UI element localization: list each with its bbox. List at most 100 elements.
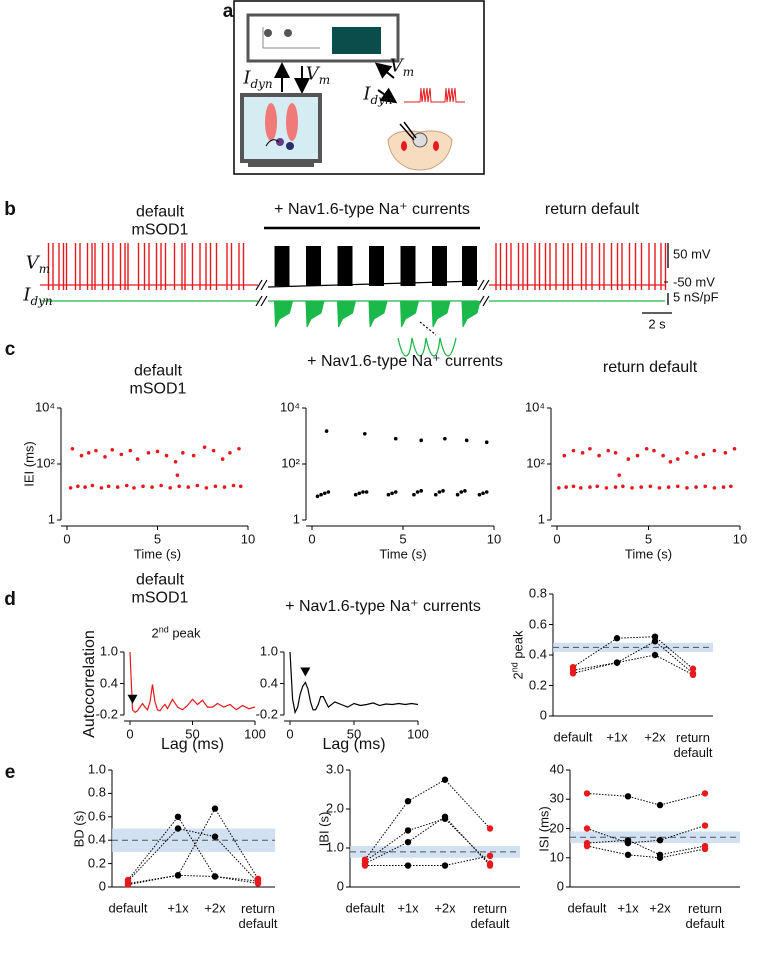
chart-title: + Nav1.6-type Na⁺ currents [307,352,503,370]
x-tick-label: +1x [397,900,419,916]
label-part: V [389,55,403,77]
x-tick-label: default [553,729,593,745]
point [580,451,585,455]
point [164,453,169,458]
point [390,491,394,496]
label-part: I [23,284,31,306]
y-tick-label: 3.0 [325,761,344,777]
x-tick-label: return default [685,901,725,931]
point [685,451,689,455]
connector [586,845,706,859]
point [626,457,631,461]
x-tick-label: 0 [553,531,561,547]
point [315,494,320,499]
y-tick-label: 0.4 [259,675,278,691]
point [238,484,243,489]
point [624,851,632,859]
point [103,455,107,459]
point [211,448,216,453]
point [441,862,449,869]
trace-label: Idyn [23,284,53,308]
y-tick-label: 40 [549,761,564,777]
label-part: nd [509,662,520,673]
point [419,438,424,443]
conductance-dip [400,300,419,328]
connector [364,816,491,866]
point [173,459,178,464]
point [689,671,697,679]
label-part: 2 [151,625,159,641]
point [694,455,698,459]
chart-title: return default [602,358,698,376]
point [463,489,467,493]
x-axis-label: Lag (ms) [322,735,386,753]
panel-label: b [4,199,16,221]
point [231,483,236,488]
x-tick-label: return default [470,901,510,931]
point [141,484,145,489]
point [228,451,232,455]
y-axis-label: IEI (ms) [21,441,37,487]
point [621,484,625,489]
point [613,659,621,666]
point [723,451,728,455]
y-tick-label: 30 [549,790,564,806]
scale-label: 2 s [648,316,666,332]
point [486,825,494,832]
x-tick-label: 0 [126,726,134,742]
point [220,457,225,461]
panel-label: d [4,589,16,611]
x-tick-label: +2x [649,900,671,916]
label-part: nd [158,624,169,635]
voltage-label: Vm [306,63,330,87]
point [115,485,120,489]
point [441,776,449,783]
y-tick-label: 0.2 [528,677,547,693]
point [79,453,84,458]
point [656,854,664,861]
label-part: dyn [30,293,53,308]
peak-marker [127,694,138,704]
label-part: m [38,261,51,276]
point [571,484,576,489]
point [651,651,659,659]
point [146,451,151,455]
point [159,483,163,488]
x-tick-label: 50 [346,726,362,742]
x-tick-label: 10 [240,531,256,547]
point [729,484,733,489]
scale-label: -50 mV [673,274,715,290]
point [326,490,331,494]
connector [365,855,491,866]
y-tick-label: 10⁴ [279,399,300,415]
burst [400,246,416,286]
label-part: dyn [250,76,273,91]
label-part: V [25,252,39,274]
burst [337,246,353,286]
label-part: dyn [370,92,393,107]
y-tick-label: 2.0 [325,800,344,816]
y-tick-label: 10⁴ [524,399,545,415]
y-tick-label: 0.4 [87,831,106,847]
y-tick-label: 0.4 [99,675,118,691]
condition-label: return default [544,200,640,218]
label-part: m [402,64,415,79]
point [324,429,329,433]
x-tick-label: default [345,900,385,916]
point [701,452,706,457]
point [583,842,591,850]
point [571,448,576,453]
point [635,453,640,458]
point [732,446,737,451]
y-tick-label: 1.0 [99,643,118,659]
connector [572,636,694,670]
point [99,486,104,490]
point [652,448,656,453]
x-tick-label: 100 [407,726,429,742]
y-tick-label: 0 [98,878,106,894]
point [150,485,154,489]
y-tick-label: 0.6 [87,808,106,824]
current-label: Idyn [363,83,393,107]
point [174,825,182,832]
y-tick-label: 1 [47,511,55,527]
